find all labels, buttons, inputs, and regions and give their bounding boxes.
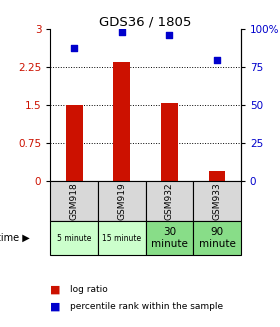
- Point: [72, 45, 76, 50]
- Text: 90
minute: 90 minute: [199, 227, 235, 249]
- Point: [120, 30, 124, 35]
- Bar: [98, 181, 146, 221]
- Point: [215, 57, 219, 62]
- Bar: [209, 171, 225, 181]
- Text: GSM933: GSM933: [213, 182, 221, 220]
- Point: [167, 33, 172, 38]
- Text: 30
minute: 30 minute: [151, 227, 188, 249]
- Title: GDS36 / 1805: GDS36 / 1805: [99, 15, 192, 28]
- Bar: [146, 181, 193, 221]
- Bar: [66, 105, 83, 181]
- Text: percentile rank within the sample: percentile rank within the sample: [70, 302, 223, 311]
- Text: ■: ■: [50, 302, 61, 312]
- Bar: [146, 221, 193, 255]
- Bar: [50, 221, 98, 255]
- Bar: [98, 221, 146, 255]
- Text: GSM918: GSM918: [70, 182, 79, 220]
- Text: ■: ■: [50, 284, 61, 294]
- Text: 15 minute: 15 minute: [102, 234, 141, 243]
- Bar: [193, 181, 241, 221]
- Text: GSM932: GSM932: [165, 182, 174, 220]
- Text: GSM919: GSM919: [117, 182, 126, 220]
- Text: 5 minute: 5 minute: [57, 234, 91, 243]
- Text: log ratio: log ratio: [70, 285, 108, 294]
- Bar: [113, 62, 130, 181]
- Bar: [161, 103, 178, 181]
- Bar: [193, 221, 241, 255]
- Bar: [50, 181, 98, 221]
- Text: time ▶: time ▶: [0, 233, 30, 243]
